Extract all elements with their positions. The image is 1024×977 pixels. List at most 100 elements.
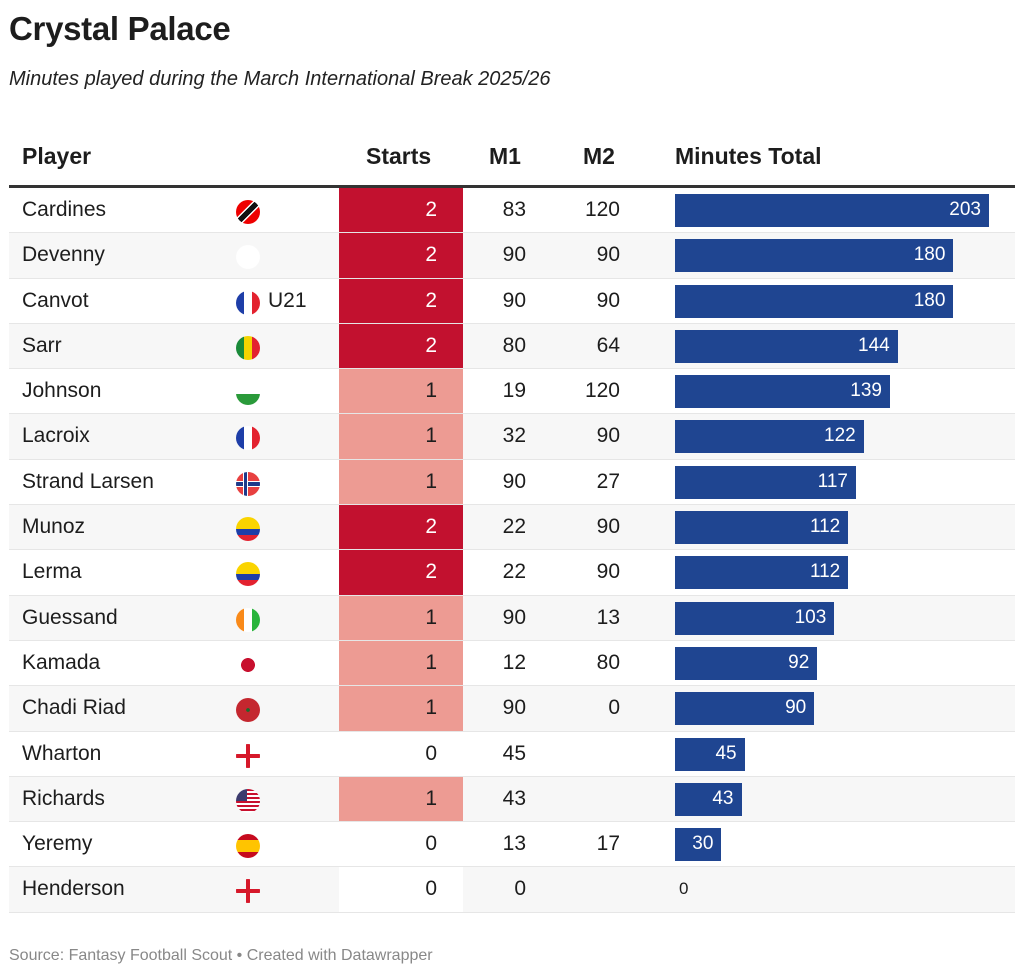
minutes-bar xyxy=(675,828,722,862)
table-row: Munoz 2 22 90 112 xyxy=(9,505,1015,551)
starts-cell: 2 xyxy=(339,278,463,323)
minutes-total-label: 0 xyxy=(679,879,689,899)
minutes-total-label: 103 xyxy=(794,606,827,628)
table-row: Richards 1 43 43 xyxy=(9,776,1015,823)
chart-subtitle: Minutes played during the March Internat… xyxy=(9,68,551,90)
header-minutes-total[interactable]: Minutes Total xyxy=(675,143,822,169)
minutes-bar xyxy=(675,375,890,409)
france-flag-icon xyxy=(236,426,260,451)
player-name: Sarr xyxy=(22,333,62,357)
minutes-total-label: 92 xyxy=(788,651,810,673)
table-row: Sarr 2 80 64 144 xyxy=(9,323,1015,370)
header-starts[interactable]: Starts xyxy=(366,143,432,169)
player-name: Devenny xyxy=(22,243,105,267)
minutes-bar xyxy=(675,420,864,454)
table-row: Devenny 2 90 90 180 xyxy=(9,233,1015,279)
senegal-flag-icon xyxy=(236,335,260,360)
usa-flag-icon xyxy=(236,788,260,813)
header-m1[interactable]: M1 xyxy=(489,143,521,169)
starts-cell: 0 xyxy=(339,731,463,776)
m2-cell: 80 xyxy=(596,650,620,674)
minutes-total-label: 180 xyxy=(913,244,946,266)
player-name: Lacroix xyxy=(22,424,90,448)
minutes-bar xyxy=(675,782,742,816)
starts-cell: 2 xyxy=(339,233,463,278)
m1-cell: 90 xyxy=(502,605,526,629)
m2-cell: 90 xyxy=(596,243,620,267)
table-row: Cardines 2 83 120 203 xyxy=(9,188,1015,234)
m1-cell: 19 xyxy=(502,379,526,403)
m2-cell: 90 xyxy=(596,515,620,539)
minutes-bar xyxy=(675,465,856,499)
player-name: Chadi Riad xyxy=(22,696,126,720)
player-name: Lerma xyxy=(22,560,82,584)
m1-cell: 22 xyxy=(502,560,526,584)
minutes-total-label: 112 xyxy=(809,516,841,538)
minutes-total-label: 144 xyxy=(858,334,890,356)
starts-cell: 1 xyxy=(339,459,463,505)
minutes-bar xyxy=(675,556,849,590)
m1-cell: 0 xyxy=(514,877,526,901)
m2-cell: 0 xyxy=(608,696,620,720)
table-row: Lacroix 1 32 90 122 xyxy=(9,414,1015,460)
m1-cell: 80 xyxy=(502,333,526,357)
minutes-bar xyxy=(675,646,818,680)
m2-cell: 90 xyxy=(596,424,620,448)
starts-cell: 1 xyxy=(339,776,463,822)
wales-flag-icon xyxy=(236,381,260,406)
m1-cell: 90 xyxy=(502,288,526,312)
colombia-flag-icon xyxy=(236,562,260,587)
minutes-bar xyxy=(675,284,954,318)
japan-flag-icon xyxy=(236,652,260,677)
starts-cell: 2 xyxy=(339,323,463,369)
m2-cell: 64 xyxy=(596,333,620,357)
m1-cell: 90 xyxy=(502,243,526,267)
starts-cell: 2 xyxy=(339,188,463,233)
header-player[interactable]: Player xyxy=(22,143,92,169)
table-row: Lerma 2 22 90 112 xyxy=(9,550,1015,596)
northern-ireland-flag-icon xyxy=(236,245,260,270)
minutes-total-label: 180 xyxy=(913,289,946,311)
table-row: Johnson 1 19 120 139 xyxy=(9,369,1015,415)
starts-cell: 1 xyxy=(339,414,463,459)
chart-title: Crystal Palace xyxy=(9,10,231,47)
starts-cell: 1 xyxy=(339,369,463,414)
table-row: Chadi Riad 1 90 0 90 xyxy=(9,686,1015,732)
player-name: Kamada xyxy=(22,650,101,674)
m2-cell: 90 xyxy=(596,560,620,584)
starts-cell: 0 xyxy=(339,822,463,867)
player-name: Cardines xyxy=(22,198,107,221)
starts-cell: 1 xyxy=(339,595,463,640)
norway-flag-icon xyxy=(236,471,260,496)
england-flag-icon xyxy=(236,743,260,768)
minutes-total-label: 122 xyxy=(824,425,856,447)
table-row: Strand Larsen 1 90 27 117 xyxy=(9,459,1015,506)
player-tag: U21 xyxy=(268,288,307,312)
starts-cell: 2 xyxy=(339,505,463,550)
minutes-total-label: 203 xyxy=(949,199,981,220)
minutes-total-label: 112 xyxy=(809,561,841,583)
minutes-total-label: 90 xyxy=(785,697,807,719)
minutes-bar xyxy=(675,329,898,363)
ivory-coast-flag-icon xyxy=(236,607,260,632)
table-row: Kamada 1 12 80 92 xyxy=(9,640,1015,687)
m2-cell: 13 xyxy=(596,605,620,629)
source-note: Source: Fantasy Football Scout • Created… xyxy=(9,947,433,964)
starts-cell: 2 xyxy=(339,550,463,595)
starts-cell: 1 xyxy=(339,686,463,731)
minutes-total-label: 139 xyxy=(850,380,882,402)
starts-cell: 1 xyxy=(339,640,463,686)
spain-flag-icon xyxy=(236,834,260,859)
colombia-flag-icon xyxy=(236,517,260,542)
minutes-total-label: 45 xyxy=(715,742,737,764)
england-flag-icon xyxy=(236,879,260,904)
player-name: Richards xyxy=(22,786,105,810)
m1-cell: 32 xyxy=(502,424,526,448)
player-name: Canvot xyxy=(22,288,89,312)
minutes-bar xyxy=(675,239,954,273)
m2-cell: 27 xyxy=(596,469,620,493)
header-m2[interactable]: M2 xyxy=(583,143,615,169)
player-name: Strand Larsen xyxy=(22,469,154,493)
m1-cell: 43 xyxy=(502,786,526,810)
m1-cell: 90 xyxy=(502,696,526,720)
